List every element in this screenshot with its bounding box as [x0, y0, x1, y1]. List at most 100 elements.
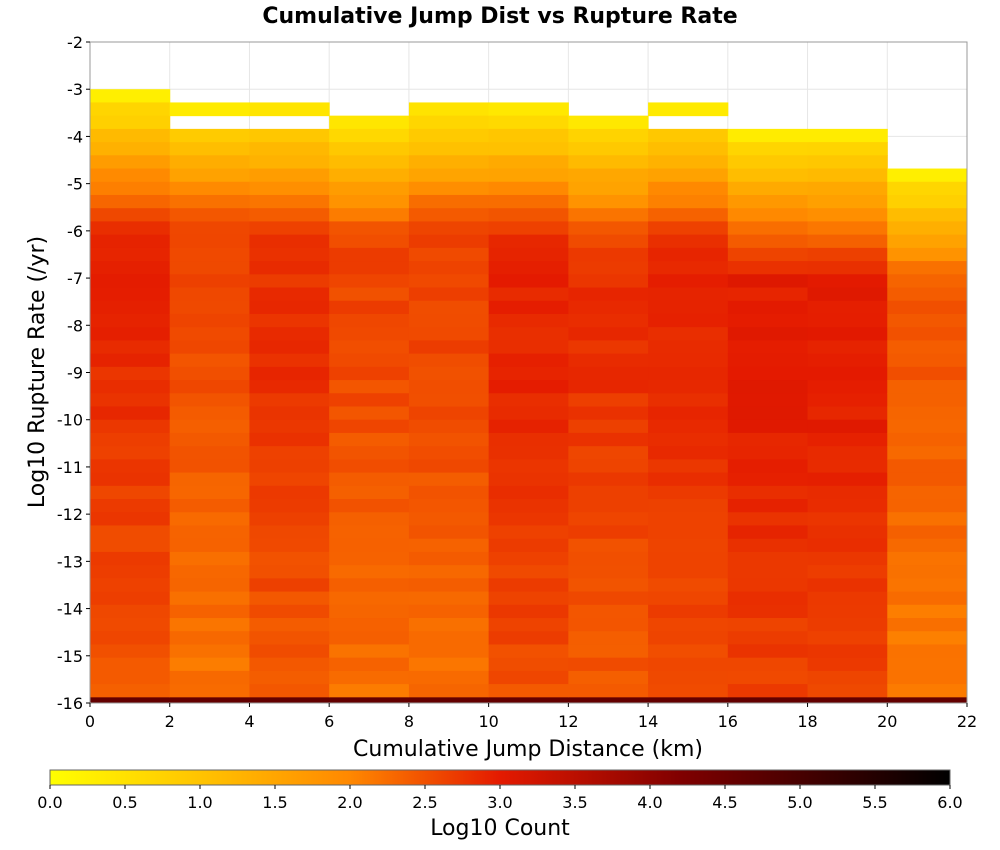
heatmap-cell: [648, 459, 729, 474]
heatmap-cell: [90, 221, 171, 236]
heatmap-cell: [249, 287, 330, 302]
heatmap-cell: [90, 406, 171, 421]
heatmap-cell: [408, 644, 490, 659]
heatmap-cell: [568, 512, 649, 526]
heatmap-cell: [887, 578, 968, 593]
heatmap-cell: [648, 300, 729, 315]
heatmap-cell: [249, 432, 330, 447]
heatmap-cell: [727, 631, 809, 645]
heatmap-cell: [488, 380, 569, 394]
heatmap-cell: [887, 261, 968, 275]
heatmap-cell: [169, 300, 250, 315]
heatmap-cell: [408, 155, 490, 170]
heatmap-cell: [408, 247, 490, 262]
heatmap-cell: [90, 538, 171, 553]
heatmap-cell: [488, 393, 569, 407]
heatmap-cell: [807, 380, 888, 394]
colorbar-tick-label: 3.0: [487, 793, 512, 812]
heatmap-cell: [887, 432, 968, 447]
heatmap-cell: [408, 168, 490, 183]
heatmap-cell: [648, 525, 729, 540]
heatmap-cell: [329, 327, 410, 341]
heatmap-cell: [408, 446, 490, 460]
heatmap-cell: [408, 670, 490, 685]
heatmap-cell: [568, 327, 649, 341]
heatmap-cell: [648, 142, 729, 156]
heatmap-cell: [807, 393, 888, 407]
heatmap-cell: [408, 631, 490, 645]
heatmap-cell: [648, 221, 729, 236]
heatmap-cell: [807, 525, 888, 540]
heatmap-cell: [648, 380, 729, 394]
heatmap-cell: [887, 525, 968, 540]
heatmap-cell: [249, 313, 330, 328]
heatmap-cell: [887, 631, 968, 645]
heatmap-cell: [169, 459, 250, 474]
colorbar-tick-label: 5.5: [862, 793, 887, 812]
heatmap-cell: [648, 551, 729, 566]
heatmap-cell: [807, 168, 888, 183]
heatmap-cell: [169, 380, 250, 394]
heatmap-cell: [329, 499, 410, 513]
heatmap-cell: [249, 221, 330, 236]
heatmap-cell: [887, 459, 968, 474]
heatmap-cell: [90, 208, 171, 222]
heatmap-cell: [408, 459, 490, 474]
heatmap-cell: [568, 115, 649, 130]
heatmap-cell: [169, 684, 250, 698]
heatmap-cell: [648, 618, 729, 632]
heatmap-cell: [648, 406, 729, 421]
x-tick-label: 14: [638, 712, 658, 731]
heatmap-cell: [329, 300, 410, 315]
heatmap-cell: [727, 512, 809, 526]
heatmap-cell: [887, 604, 968, 619]
heatmap-cell: [249, 194, 330, 209]
y-tick-label: -9: [67, 364, 83, 383]
heatmap-cell: [408, 512, 490, 526]
heatmap-cell-bottom: [408, 697, 490, 703]
heatmap-cell-bottom: [807, 697, 888, 703]
heatmap-cell: [887, 618, 968, 632]
heatmap-cell: [568, 274, 649, 289]
heatmap-cell: [648, 631, 729, 645]
heatmap-cell: [90, 142, 171, 156]
heatmap-cell: [807, 128, 888, 143]
heatmap-cell: [408, 538, 490, 553]
heatmap-cell: [648, 538, 729, 553]
y-tick-label: -8: [67, 316, 83, 335]
heatmap-cell: [648, 194, 729, 209]
heatmap-cell: [807, 155, 888, 170]
x-tick-label: 4: [244, 712, 254, 731]
heatmap-cell: [807, 432, 888, 447]
colorbar-tick-label: 5.0: [787, 793, 812, 812]
heatmap-cell: [727, 274, 809, 289]
heatmap-cell: [568, 261, 649, 275]
heatmap-cell: [169, 194, 250, 209]
heatmap-cell: [249, 485, 330, 500]
heatmap-cell: [648, 670, 729, 685]
heatmap-cell: [727, 657, 809, 672]
heatmap-cell: [169, 313, 250, 328]
heatmap-cell: [408, 406, 490, 421]
y-tick-label: -15: [57, 647, 83, 666]
heatmap-cell-bottom: [568, 697, 649, 703]
heatmap-cell: [568, 565, 649, 579]
heatmap-cell: [807, 644, 888, 659]
heatmap-cell: [568, 472, 649, 487]
heatmap-cell: [90, 604, 171, 619]
y-tick-label: -7: [67, 269, 83, 288]
heatmap-cell: [329, 353, 410, 368]
heatmap-cell: [329, 168, 410, 183]
heatmap-cell: [488, 366, 569, 381]
heatmap-cell: [329, 366, 410, 381]
heatmap-cell: [329, 340, 410, 355]
heatmap-cell: [568, 155, 649, 170]
heatmap-cell: [648, 393, 729, 407]
heatmap-cell: [329, 631, 410, 645]
x-tick-label: 10: [478, 712, 498, 731]
heatmap-cell: [887, 208, 968, 222]
heatmap-cell: [807, 300, 888, 315]
heatmap-cell: [648, 446, 729, 460]
heatmap-cell: [329, 313, 410, 328]
heatmap-cell: [329, 618, 410, 632]
